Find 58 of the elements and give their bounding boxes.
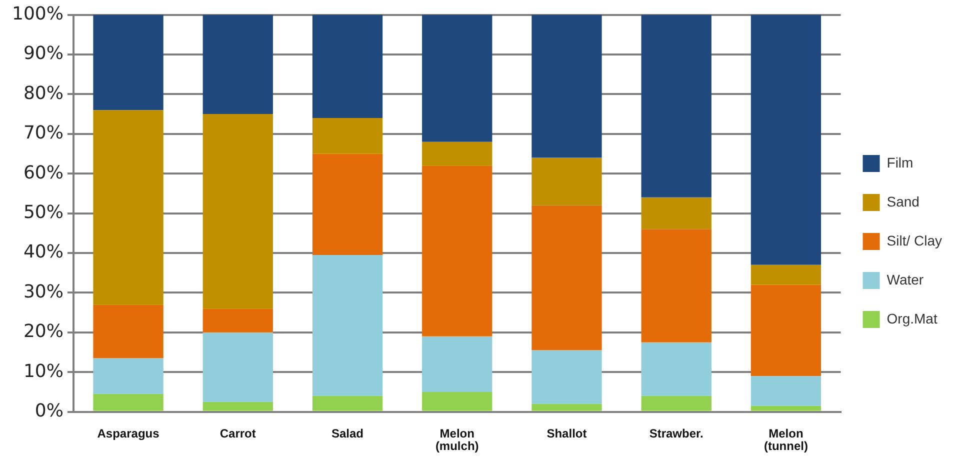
- bar: [641, 342, 712, 396]
- bar: [202, 402, 273, 411]
- x-tick-label: Melon (mulch): [435, 426, 479, 454]
- bar: [532, 205, 602, 350]
- bar: [312, 396, 383, 411]
- y-tick-label: 60%: [23, 162, 64, 184]
- bar: [93, 14, 164, 110]
- y-tick-label: 40%: [23, 242, 64, 263]
- legend-label: Org.Mat: [886, 310, 938, 326]
- bar: [532, 14, 602, 158]
- bar: [641, 229, 712, 342]
- x-tick-label: Carrot: [220, 426, 256, 440]
- x-tick-label: Shallot: [546, 426, 587, 440]
- bar: [422, 336, 492, 392]
- bar: [93, 304, 164, 358]
- legend-label: Water: [886, 271, 924, 288]
- y-tick-label: 90%: [23, 43, 64, 64]
- bar: [93, 358, 164, 394]
- bar: [312, 154, 383, 255]
- legend-label: Film: [886, 154, 914, 170]
- bar: [422, 392, 492, 411]
- bar: [312, 118, 383, 154]
- bar: [93, 110, 164, 305]
- bar: [202, 308, 273, 332]
- y-tick-label: 0%: [34, 400, 64, 422]
- y-tick-label: 20%: [23, 321, 64, 342]
- bar: [750, 376, 822, 406]
- bar: [93, 394, 164, 411]
- bar: [641, 197, 712, 230]
- y-tick-label: 100%: [12, 3, 64, 24]
- bar: [750, 14, 822, 265]
- bar: [422, 166, 492, 336]
- bar: [202, 114, 273, 309]
- bar: [312, 14, 383, 118]
- bar: [750, 264, 822, 285]
- y-tick-label: 30%: [23, 281, 64, 302]
- bar: [532, 350, 602, 404]
- legend-label: Sand: [886, 193, 920, 210]
- bar: [532, 404, 602, 411]
- y-tick-label: 50%: [23, 202, 64, 223]
- bar: [312, 254, 383, 396]
- y-tick-label: 10%: [23, 360, 64, 382]
- bar: [422, 142, 492, 166]
- bar: [750, 284, 822, 376]
- bar: [532, 158, 602, 206]
- bar: [750, 406, 822, 411]
- bar: [422, 14, 492, 142]
- y-tick-label: 70%: [23, 122, 64, 144]
- y-tick-label: 80%: [23, 82, 64, 104]
- bar: [202, 14, 273, 114]
- bar: [641, 14, 712, 198]
- bar: [641, 396, 712, 411]
- bar: [202, 332, 273, 402]
- x-tick-label: Melon (tunnel): [764, 426, 808, 454]
- x-tick-label: Salad: [331, 426, 364, 440]
- legend-label: Silt/ Clay: [886, 232, 942, 248]
- x-tick-label: Asparagus: [97, 426, 160, 440]
- x-tick-label: Strawber.: [649, 426, 704, 440]
